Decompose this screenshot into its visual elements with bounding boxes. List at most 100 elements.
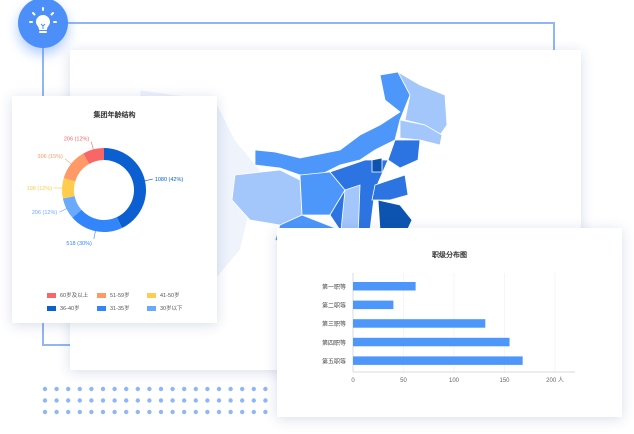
dot — [170, 386, 175, 392]
bar — [353, 356, 523, 365]
legend-swatch — [97, 305, 106, 311]
legend-label: 51-59岁 — [110, 293, 130, 299]
dot — [182, 386, 187, 392]
dot — [240, 386, 245, 392]
dot — [89, 398, 94, 403]
dot — [89, 386, 94, 392]
x-tick-label: 150 — [499, 378, 510, 384]
bar — [353, 282, 416, 291]
dot — [263, 398, 268, 403]
dot — [42, 386, 48, 392]
dot — [112, 409, 117, 415]
dot — [77, 409, 82, 415]
dot — [205, 409, 210, 415]
map-region-inner-mongolia — [254, 71, 411, 176]
dot — [42, 409, 48, 415]
donut-slice — [83, 148, 104, 164]
dot — [66, 386, 71, 392]
legend-item: 36-40岁 — [47, 304, 80, 312]
slice-leader-line — [64, 158, 72, 165]
dot — [54, 386, 59, 392]
legend-label: 36-40岁 — [60, 306, 80, 312]
map-region-shandong — [371, 174, 409, 201]
dot — [263, 409, 268, 415]
slice-label: 206 (12%) — [32, 210, 58, 216]
dot — [66, 409, 71, 415]
slice-label: 206 (12%) — [64, 137, 90, 143]
x-tick-label: 0 — [351, 378, 355, 384]
dot — [112, 398, 117, 403]
x-tick-label: 200 人 — [546, 377, 564, 384]
slice-leader-line — [90, 141, 94, 150]
dot — [42, 398, 48, 403]
donut-slice — [61, 177, 76, 199]
age-donut-chart: 1080 (42%) 518 (30%) 206 (12%) 198 (12%) 306… — [27, 137, 184, 247]
donut-slice — [72, 209, 122, 232]
dot — [135, 409, 140, 415]
legend-item: 41-50岁 — [147, 291, 180, 299]
legend-swatch — [47, 305, 56, 311]
map-region-jiangsu — [377, 199, 413, 236]
dot-grid — [42, 386, 268, 415]
bar — [353, 319, 486, 328]
lightbulb-icon — [29, 7, 57, 33]
dot — [205, 386, 210, 392]
slice-leader-line — [93, 231, 96, 240]
dot — [216, 398, 222, 403]
slice-label: 198 (12%) — [27, 186, 53, 192]
dot — [66, 398, 71, 403]
x-tick-label: 100 — [449, 378, 460, 384]
age-chart-title: 集团年龄结构 — [93, 112, 136, 119]
legend-item: 31-35岁 — [97, 304, 130, 312]
legend-label: 60岁及以上 — [60, 293, 89, 299]
donut-slice — [104, 148, 146, 228]
dot — [193, 398, 198, 403]
bar — [353, 337, 510, 347]
dot — [228, 386, 233, 392]
dot — [158, 398, 164, 403]
legend-swatch — [47, 292, 56, 298]
donut-slice — [62, 196, 82, 218]
legend-swatch — [147, 305, 156, 311]
dot — [77, 386, 82, 392]
dot — [147, 409, 152, 415]
connector-right — [553, 22, 555, 52]
dot — [77, 398, 82, 403]
dot — [216, 386, 222, 392]
slice-label: 306 (15%) — [38, 154, 64, 160]
legend-swatch — [97, 292, 106, 298]
dot — [240, 398, 245, 403]
lightbulb-icon-badge — [18, 0, 68, 48]
dot — [147, 386, 152, 392]
legend-item: 30岁以下 — [147, 304, 183, 312]
legend-label: 41-50岁 — [160, 293, 180, 299]
dot — [170, 409, 175, 415]
legend-label: 30岁以下 — [160, 306, 183, 312]
dot — [240, 409, 245, 415]
dot — [182, 398, 187, 403]
legend-item: 51-59岁 — [97, 291, 130, 299]
rank-distribution-card: 职级分布图 0 50 100 150 200 人 第一职等 第二职等 第三职等 第四职等 第五职等 — [277, 228, 622, 417]
dot — [147, 398, 152, 403]
age-structure-card: 集团年龄结构 1080 (42%) 518 (30%) 206 (12%) 198 (… — [12, 96, 217, 323]
dot — [158, 386, 164, 392]
dot — [54, 398, 59, 403]
dot — [124, 386, 129, 392]
dot — [228, 398, 233, 403]
category-label: 第四职等 — [322, 339, 346, 347]
dot — [100, 409, 106, 415]
dot — [170, 398, 175, 403]
slice-leader-line — [144, 178, 153, 182]
dot — [251, 398, 256, 403]
dot — [112, 386, 117, 392]
slice-label: 518 (30%) — [66, 241, 92, 247]
dot — [263, 386, 268, 392]
category-label: 第五职等 — [322, 357, 346, 365]
x-tick-label: 50 — [400, 378, 407, 384]
map-region-jilin — [399, 119, 443, 146]
dot — [251, 409, 256, 415]
dot — [54, 409, 59, 415]
dot — [124, 409, 129, 415]
dot — [135, 386, 140, 392]
